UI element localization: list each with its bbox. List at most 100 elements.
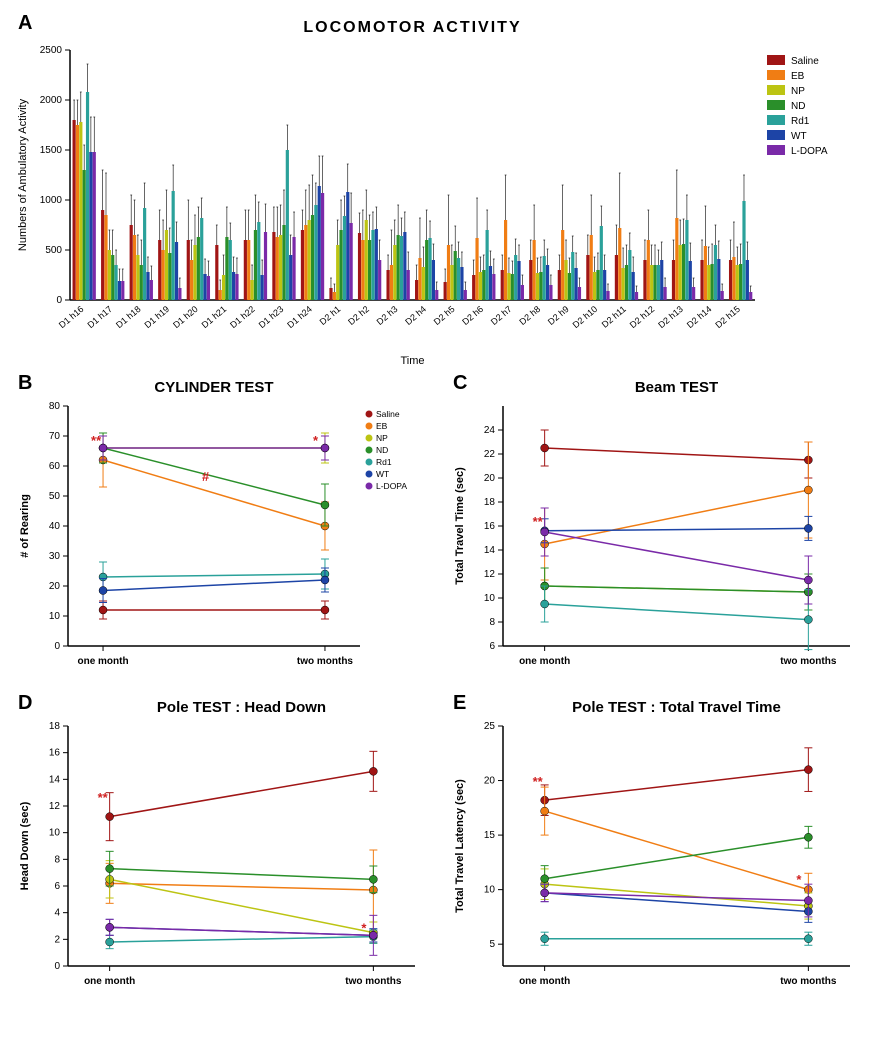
svg-text:#: #	[202, 469, 210, 484]
svg-text:60: 60	[49, 461, 61, 472]
svg-text:two months: two months	[780, 976, 837, 987]
svg-text:1500: 1500	[40, 145, 63, 156]
svg-text:Pole TEST : Total Travel Time: Pole TEST : Total Travel Time	[572, 699, 781, 716]
pole-travel-time-chart: Pole TEST : Total Travel Time510152025To…	[445, 690, 870, 1010]
svg-text:D1 h17: D1 h17	[85, 304, 114, 330]
row-bc: B CYLINDER TEST01020304050607080# of Rea…	[10, 370, 880, 690]
svg-text:Saline: Saline	[376, 409, 400, 419]
svg-text:Rd1: Rd1	[791, 116, 810, 127]
svg-text:Beam TEST: Beam TEST	[635, 379, 718, 396]
svg-text:two months: two months	[297, 656, 354, 667]
svg-text:CYLINDER TEST: CYLINDER TEST	[154, 379, 273, 396]
svg-text:10: 10	[484, 885, 496, 896]
svg-text:WT: WT	[376, 469, 389, 479]
panel-e: E Pole TEST : Total Travel Time 5 10 15 20 25…	[445, 690, 870, 1010]
svg-text:14: 14	[484, 545, 496, 556]
svg-text:8: 8	[54, 854, 60, 865]
svg-text:10: 10	[49, 611, 61, 622]
svg-text:# of Rearing: # of Rearing	[19, 494, 31, 558]
svg-text:two months: two months	[345, 976, 402, 987]
svg-text:D1 h19: D1 h19	[143, 304, 172, 330]
svg-text:18: 18	[484, 497, 496, 508]
svg-text:Total Travel Time (sec): Total Travel Time (sec)	[454, 467, 466, 585]
svg-text:NP: NP	[376, 433, 388, 443]
svg-text:0: 0	[56, 295, 62, 306]
svg-text:D2 h4: D2 h4	[403, 304, 428, 327]
svg-text:*: *	[313, 433, 319, 448]
svg-text:Numbers of Ambulatory Activity: Numbers of Ambulatory Activity	[17, 98, 29, 251]
svg-text:500: 500	[45, 245, 62, 256]
panel-d-label: D	[18, 692, 32, 715]
svg-text:D2 h2: D2 h2	[346, 304, 371, 327]
svg-text:10: 10	[484, 593, 496, 604]
svg-text:D2 h10: D2 h10	[571, 304, 600, 330]
svg-text:D2 h1: D2 h1	[318, 304, 343, 327]
svg-text:ND: ND	[376, 445, 388, 455]
svg-text:15: 15	[484, 830, 496, 841]
svg-text:16: 16	[484, 521, 496, 532]
svg-text:**: **	[533, 514, 544, 529]
svg-text:D1 h22: D1 h22	[228, 304, 257, 330]
panel-b: B CYLINDER TEST01020304050607080# of Rea…	[10, 370, 435, 690]
svg-text:50: 50	[49, 491, 61, 502]
svg-text:Saline: Saline	[791, 56, 819, 67]
svg-text:one month: one month	[84, 976, 135, 987]
svg-text:D1 h24: D1 h24	[285, 304, 314, 330]
svg-text:*: *	[361, 921, 367, 936]
svg-text:18: 18	[49, 721, 61, 732]
svg-text:D1 h20: D1 h20	[171, 304, 200, 330]
svg-text:5: 5	[489, 939, 495, 950]
pole-head-down-chart: Pole TEST : Head Down024681012141618Head…	[10, 690, 435, 1010]
svg-text:40: 40	[49, 521, 61, 532]
svg-text:**: **	[98, 790, 109, 805]
svg-text:D1 h18: D1 h18	[114, 304, 143, 330]
svg-text:24: 24	[484, 425, 496, 436]
svg-text:D2 h5: D2 h5	[432, 304, 457, 327]
svg-text:22: 22	[484, 449, 496, 460]
svg-text:1000: 1000	[40, 195, 63, 206]
svg-text:70: 70	[49, 431, 61, 442]
svg-text:two months: two months	[780, 656, 837, 667]
panel-a: A LOCOMOTOR ACTIVITY 0 500 1000 1500 2000 2500…	[10, 10, 875, 370]
svg-text:2500: 2500	[40, 45, 63, 56]
panel-c: C Beam TEST681012141618202224Total Trave…	[445, 370, 870, 690]
svg-text:EB: EB	[791, 71, 805, 82]
svg-text:4: 4	[54, 908, 60, 919]
svg-text:12: 12	[484, 569, 496, 580]
svg-text:6: 6	[54, 881, 60, 892]
svg-text:D2 h12: D2 h12	[628, 304, 657, 330]
svg-text:16: 16	[49, 748, 61, 759]
svg-text:D1 h21: D1 h21	[200, 304, 229, 330]
svg-text:**: **	[91, 433, 102, 448]
row-de: D Pole TEST : Head Down024681012141618He…	[10, 690, 880, 1010]
cylinder-test-chart: CYLINDER TEST01020304050607080# of Reari…	[10, 370, 435, 690]
svg-text:20: 20	[484, 776, 496, 787]
panel-a-label: A	[18, 12, 32, 35]
svg-text:D2 h11: D2 h11	[600, 304, 628, 330]
svg-text:D2 h14: D2 h14	[685, 304, 714, 330]
svg-text:10: 10	[49, 828, 61, 839]
svg-text:D2 h8: D2 h8	[517, 304, 542, 327]
svg-text:WT: WT	[791, 131, 807, 142]
svg-text:20: 20	[484, 473, 496, 484]
svg-text:Head Down (sec): Head Down (sec)	[19, 801, 31, 890]
svg-text:30: 30	[49, 551, 61, 562]
svg-text:D1 h16: D1 h16	[57, 304, 86, 330]
svg-text:20: 20	[49, 581, 61, 592]
svg-text:2000: 2000	[40, 95, 63, 106]
svg-text:12: 12	[49, 801, 61, 812]
beam-test-chart: Beam TEST681012141618202224Total Travel …	[445, 370, 870, 690]
svg-text:8: 8	[489, 617, 495, 628]
svg-text:14: 14	[49, 774, 61, 785]
svg-text:25: 25	[484, 721, 496, 732]
svg-text:LOCOMOTOR ACTIVITY: LOCOMOTOR ACTIVITY	[303, 19, 521, 36]
svg-text:D1 h23: D1 h23	[257, 304, 286, 330]
svg-text:Pole TEST : Head Down: Pole TEST : Head Down	[157, 699, 326, 716]
panel-d: D Pole TEST : Head Down024681012141618He…	[10, 690, 435, 1010]
svg-text:D2 h13: D2 h13	[656, 304, 685, 330]
svg-text:**: **	[533, 774, 544, 789]
locomotor-bar-chart: LOCOMOTOR ACTIVITY 0 500 1000 1500 2000 2500 Nu…	[10, 10, 875, 370]
panel-e-label: E	[453, 692, 466, 715]
svg-text:L-DOPA: L-DOPA	[791, 146, 828, 157]
svg-text:0: 0	[54, 641, 60, 652]
